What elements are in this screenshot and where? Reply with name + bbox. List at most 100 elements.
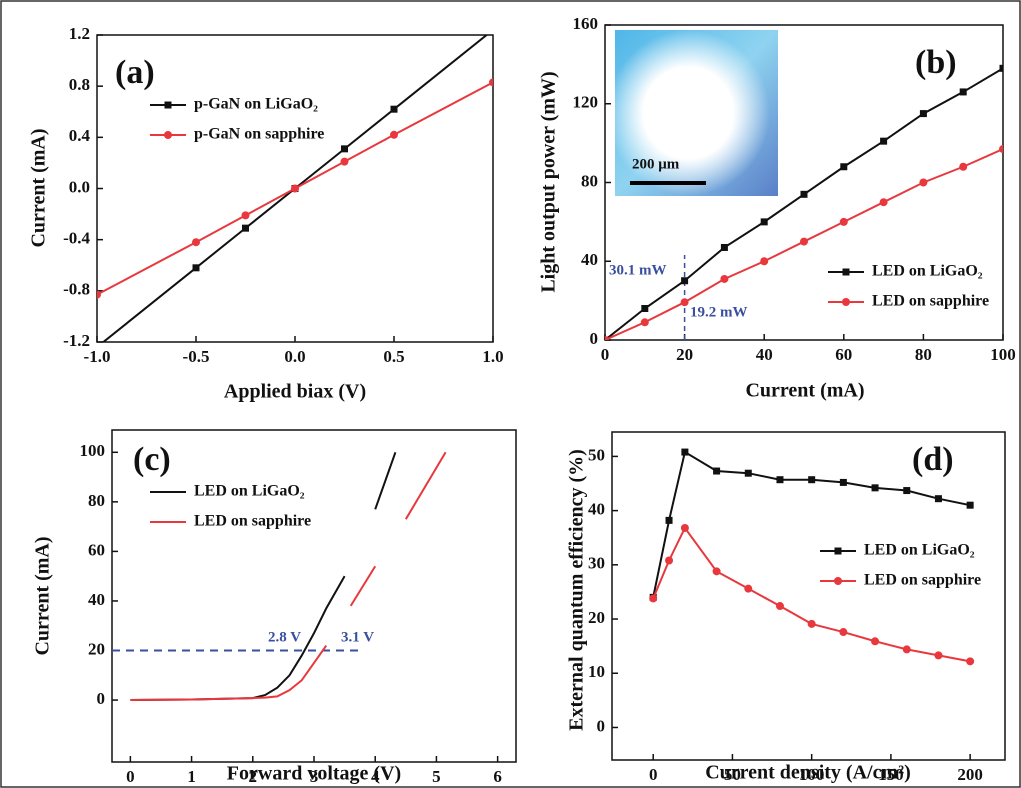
legend-marker xyxy=(834,577,842,585)
x-tick-label: 0 xyxy=(601,345,610,364)
x-tick-label: 0 xyxy=(649,765,658,784)
x-tick-label: 60 xyxy=(835,345,852,364)
marker xyxy=(999,64,1003,72)
annotation: 30.1 mW xyxy=(609,262,667,278)
marker xyxy=(681,448,689,456)
y-tick-label: 100 xyxy=(80,441,106,460)
y-tick-label: 40 xyxy=(588,500,605,519)
marker xyxy=(605,336,609,340)
panel-label: (c) xyxy=(133,441,171,478)
y-tick-label: 40 xyxy=(581,250,598,269)
marker xyxy=(934,651,943,660)
x-tick-label: 0.5 xyxy=(383,347,404,366)
marker xyxy=(800,190,808,198)
y-tick-label: 0 xyxy=(97,689,106,708)
marker xyxy=(934,495,942,503)
panel-label: (d) xyxy=(912,441,954,478)
marker xyxy=(880,137,888,145)
legend-label: LED on sapphire xyxy=(872,293,989,310)
legend-label: LED on LiGaO₂ xyxy=(194,483,305,500)
y-axis-label: Current (mA) xyxy=(28,128,50,247)
y-tick-label: 0.4 xyxy=(69,126,91,145)
plot-frame xyxy=(611,431,1006,761)
x-tick-label: 0 xyxy=(126,767,135,786)
legend-marker xyxy=(842,298,850,306)
y-tick-label: 120 xyxy=(573,93,599,112)
x-tick-label: 5 xyxy=(432,767,441,786)
x-tick-label: 6 xyxy=(493,767,502,786)
series-line xyxy=(652,450,971,598)
inset-glow xyxy=(615,30,778,196)
y-tick-label: -0.4 xyxy=(63,229,90,248)
marker xyxy=(291,184,299,193)
marker xyxy=(712,567,721,576)
y-tick-label: 40 xyxy=(88,590,105,609)
legend-label: LED on LiGaO₂ xyxy=(872,263,983,280)
marker xyxy=(807,619,816,628)
marker xyxy=(776,476,784,484)
legend-label: LED on sapphire xyxy=(864,572,981,589)
x-tick-label: 3 xyxy=(310,767,319,786)
x-axis-label: Current density (A/cm²) xyxy=(705,762,911,784)
plot-area xyxy=(649,448,975,666)
marker xyxy=(775,602,784,611)
marker xyxy=(966,657,975,666)
marker xyxy=(390,130,398,139)
annotation: 19.2 mW xyxy=(690,304,748,320)
annotation: 200 μm xyxy=(632,156,680,172)
plot-area xyxy=(112,451,447,702)
y-tick-label: 20 xyxy=(88,639,105,658)
marker xyxy=(903,487,911,495)
x-axis-label: Forward voltage (V) xyxy=(227,763,401,785)
y-tick-label: 80 xyxy=(88,491,105,510)
marker xyxy=(839,628,848,637)
marker xyxy=(760,257,769,266)
marker xyxy=(192,264,200,272)
y-axis-label: Light output power (mW) xyxy=(538,71,560,292)
annotation: 3.1 V xyxy=(341,629,374,645)
x-tick-label: 1 xyxy=(187,767,196,786)
marker xyxy=(680,523,689,532)
x-axis-label: Applied biax (V) xyxy=(224,381,366,403)
marker xyxy=(192,238,200,247)
marker xyxy=(919,110,927,118)
x-tick-label: -1.0 xyxy=(84,347,111,366)
marker xyxy=(840,163,848,171)
legend-label: p-GaN on sapphire xyxy=(194,126,324,143)
x-tick-label: 200 xyxy=(957,765,983,784)
y-tick-label: 0 xyxy=(597,716,606,735)
marker xyxy=(681,277,689,285)
marker xyxy=(341,145,348,153)
marker xyxy=(720,243,728,251)
x-tick-label: 40 xyxy=(756,345,773,364)
panel-label: (b) xyxy=(915,44,957,81)
y-tick-label: 1.2 xyxy=(69,24,90,43)
y-tick-label: 50 xyxy=(588,445,605,464)
y-tick-label: 160 xyxy=(573,14,599,33)
y-tick-label: 10 xyxy=(588,662,605,681)
legend-marker xyxy=(164,131,172,139)
plot-area xyxy=(97,35,493,342)
marker xyxy=(839,478,847,486)
marker xyxy=(720,274,729,283)
marker xyxy=(97,290,101,299)
legend-marker xyxy=(834,547,842,555)
marker xyxy=(340,157,349,166)
legend-marker xyxy=(164,101,172,109)
marker xyxy=(641,305,649,312)
marker xyxy=(919,178,928,187)
y-tick-label: 30 xyxy=(588,554,605,573)
marker xyxy=(760,218,768,226)
x-tick-label: 50 xyxy=(724,765,741,784)
y-tick-label: -1.2 xyxy=(63,331,90,350)
y-axis-label: External quantum efficiency (%) xyxy=(566,449,588,731)
x-tick-label: 2 xyxy=(249,767,258,786)
x-tick-label: 20 xyxy=(676,345,693,364)
x-tick-label: -0.5 xyxy=(183,347,210,366)
x-tick-label: 4 xyxy=(371,767,380,786)
plot-area xyxy=(605,64,1003,340)
y-tick-label: 0.8 xyxy=(69,75,90,94)
marker xyxy=(839,217,848,226)
